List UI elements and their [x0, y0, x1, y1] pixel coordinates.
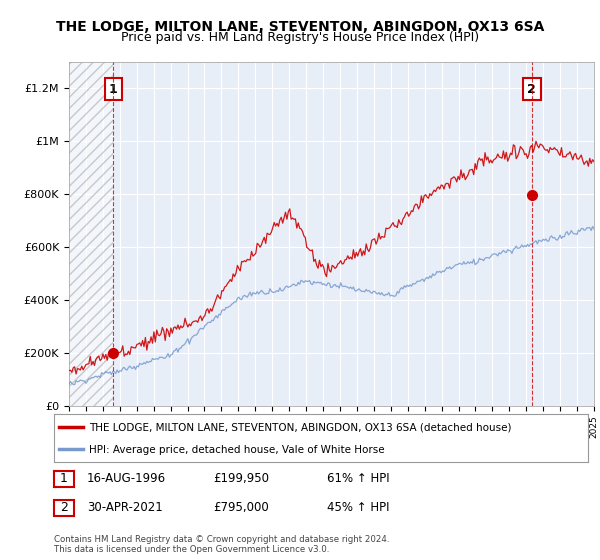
Text: £795,000: £795,000 — [213, 501, 269, 515]
Text: THE LODGE, MILTON LANE, STEVENTON, ABINGDON, OX13 6SA (detached house): THE LODGE, MILTON LANE, STEVENTON, ABING… — [89, 423, 511, 433]
Text: THE LODGE, MILTON LANE, STEVENTON, ABINGDON, OX13 6SA: THE LODGE, MILTON LANE, STEVENTON, ABING… — [56, 20, 544, 34]
Text: 1: 1 — [109, 83, 118, 96]
Text: HPI: Average price, detached house, Vale of White Horse: HPI: Average price, detached house, Vale… — [89, 445, 385, 455]
Text: 1: 1 — [60, 472, 68, 486]
Text: 2: 2 — [527, 83, 536, 96]
Text: 30-APR-2021: 30-APR-2021 — [87, 501, 163, 515]
Text: 45% ↑ HPI: 45% ↑ HPI — [327, 501, 389, 515]
Bar — [69, 62, 113, 406]
Bar — [69, 62, 113, 406]
Text: 2: 2 — [60, 501, 68, 515]
Text: £199,950: £199,950 — [213, 472, 269, 486]
Text: Contains HM Land Registry data © Crown copyright and database right 2024.
This d: Contains HM Land Registry data © Crown c… — [54, 535, 389, 554]
Text: 61% ↑ HPI: 61% ↑ HPI — [327, 472, 389, 486]
Text: Price paid vs. HM Land Registry's House Price Index (HPI): Price paid vs. HM Land Registry's House … — [121, 31, 479, 44]
Text: 16-AUG-1996: 16-AUG-1996 — [87, 472, 166, 486]
